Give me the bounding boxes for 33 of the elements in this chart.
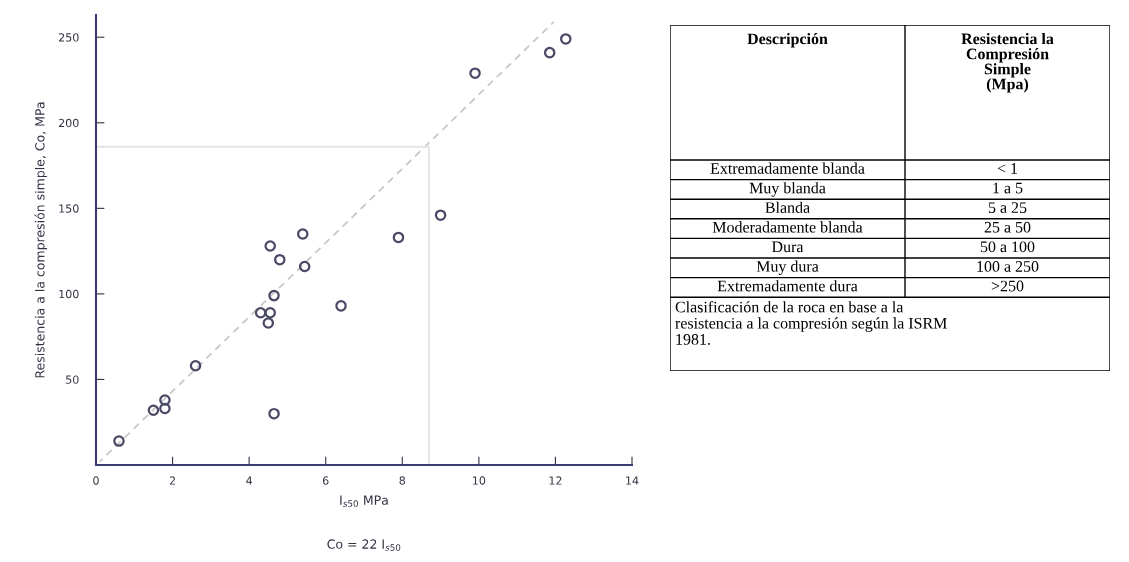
text: Clasificación de la roca en base a la resistencia a la compresión según la ISRM 1981. (675, 301, 947, 345)
text: Blanda (765, 201, 810, 213)
x-tick-label: 2 (169, 476, 175, 485)
x-tick-label: 12 (549, 476, 562, 485)
text: Extremadamente blanda (710, 162, 865, 174)
x-axis-title: I$_{s50}$ MPa (340, 495, 388, 507)
text: Muy dura (756, 260, 819, 276)
x-tick-label: 4 (246, 476, 253, 485)
text: Muy blanda (749, 182, 826, 197)
y-tick-label: 250 (58, 33, 79, 42)
x-tick-label: 10 (473, 476, 486, 485)
y-tick-label: 100 (59, 289, 79, 299)
text: Moderadamente blanda (712, 221, 863, 233)
y-tick-label: 200 (58, 118, 79, 128)
y-axis-title: Resistencia a la compresión simple, Co, MPa (34, 102, 48, 378)
text: Extremadamente dura (717, 280, 858, 292)
x-tick-label: 0 (93, 476, 99, 485)
y-tick-label: 50 (66, 375, 79, 384)
x-tick-label: 8 (399, 476, 406, 485)
text: 1 a 5 (993, 182, 1023, 194)
text: Dura (771, 241, 804, 253)
text: Descripción (747, 33, 828, 48)
text: Resistencia la Compresión Simple (Mpa) (961, 33, 1054, 93)
text: 100 a 250 (977, 261, 1039, 272)
text: >250 (991, 280, 1024, 292)
x-tick-label: 14 (626, 476, 639, 485)
text: 50 a 100 (980, 241, 1035, 253)
text: Co = 22 I$_{s50}$ (327, 539, 401, 551)
text: 25 a 50 (984, 221, 1031, 233)
y-tick-label: 150 (59, 204, 79, 213)
text: 5 a 25 (988, 202, 1027, 213)
x-tick-label: 6 (322, 476, 329, 485)
text: < 1 (997, 163, 1018, 174)
